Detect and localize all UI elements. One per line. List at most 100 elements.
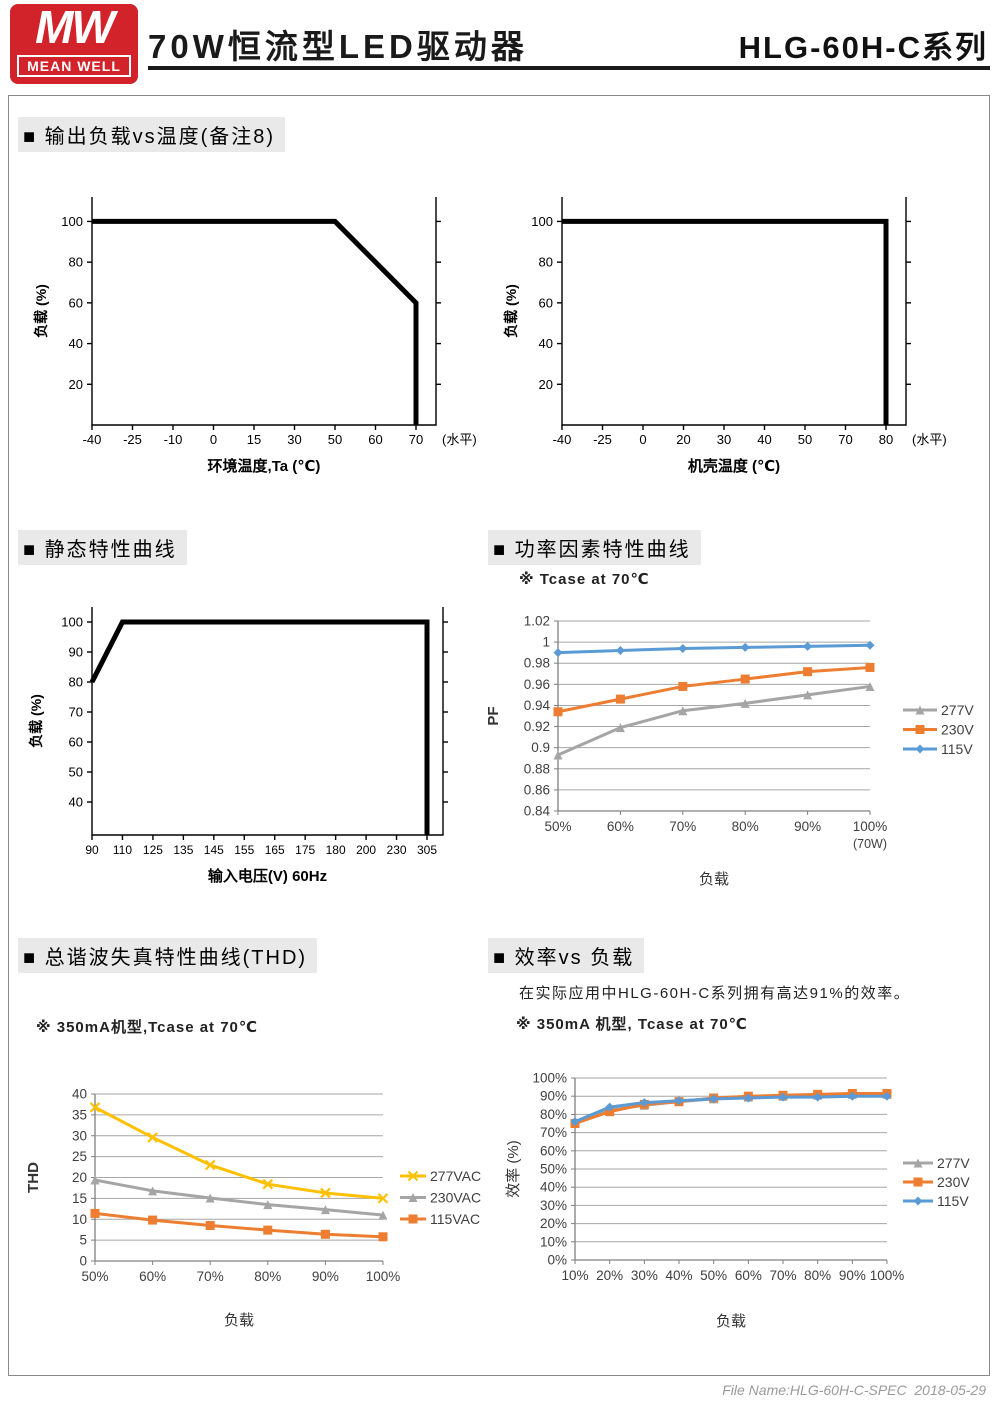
x-tick-label: 165 bbox=[265, 843, 285, 857]
x-tick-label: 50 bbox=[328, 432, 342, 447]
y-tick-label: 90% bbox=[540, 1089, 567, 1104]
y-tick-label: 100 bbox=[61, 615, 83, 630]
x-tick-label: 60% bbox=[607, 819, 634, 834]
series-marker-diamond bbox=[915, 744, 925, 754]
derating-curve bbox=[562, 218, 889, 425]
y-axis-label: PF bbox=[485, 706, 502, 725]
x-tick-label: 80% bbox=[804, 1268, 831, 1283]
series-marker-diamond bbox=[882, 1091, 892, 1101]
y-tick-label: 100 bbox=[531, 214, 553, 229]
y-tick-label: 40% bbox=[540, 1180, 567, 1195]
series-line-115V bbox=[556, 643, 872, 655]
x-tick-label: 20% bbox=[596, 1268, 623, 1283]
series-marker-diamond bbox=[913, 1196, 923, 1206]
legend-label: 115VAC bbox=[430, 1211, 480, 1227]
x-tick-label: 70 bbox=[409, 432, 423, 447]
x-axis-label: 输入电压(V) 60Hz bbox=[208, 867, 327, 885]
series-marker-square bbox=[678, 681, 688, 691]
y-tick-label: 0 bbox=[79, 1254, 87, 1269]
logo-mw-text: MW bbox=[35, 1, 115, 53]
x-tick-label: 90% bbox=[312, 1269, 339, 1284]
x-tick-label: 100% bbox=[870, 1268, 905, 1283]
eff-description: 在实际应用中HLG-60H-C系列拥有高达91%的效率。 bbox=[519, 985, 911, 1002]
series-marker-diamond bbox=[605, 1102, 615, 1112]
y-tick-label: 40 bbox=[72, 1087, 87, 1102]
x-tick-label: 70 bbox=[838, 432, 852, 447]
y-tick-label: 40 bbox=[69, 336, 83, 351]
series-marker-triangle bbox=[740, 698, 750, 708]
y-tick-label: 1.02 bbox=[524, 614, 550, 629]
section-title-thd: ■ 总谐波失真特性曲线(THD) bbox=[18, 938, 318, 973]
x-tick-label: -40 bbox=[553, 432, 572, 447]
y-tick-label: 20 bbox=[69, 377, 83, 392]
header-rule bbox=[148, 66, 990, 70]
y-tick-label: 1 bbox=[542, 635, 550, 650]
chart-power-factor: 0.84 0.86 0.88 0.9 0.92 0.94 0.96 0.98 1 1.02 50% 6… bbox=[485, 614, 974, 889]
series-marker-triangle bbox=[915, 705, 925, 715]
x-tick-label: 100% bbox=[366, 1269, 401, 1284]
legend-label: 230V bbox=[937, 1174, 970, 1190]
legend-label: 115V bbox=[941, 741, 973, 757]
x-tick-label: 30% bbox=[631, 1268, 658, 1283]
y-tick-label: 10% bbox=[540, 1234, 567, 1249]
y-tick-label: 20 bbox=[539, 377, 553, 392]
x-tick-label: 200 bbox=[356, 843, 376, 857]
series-marker-square bbox=[205, 1221, 215, 1231]
section-title-derating: ■ 输出负载vs温度(备注8) bbox=[18, 117, 286, 152]
pf-note: ※ Tcase at 70℃ bbox=[519, 571, 650, 588]
y-tick-label: 40 bbox=[69, 795, 83, 810]
x-axis-label: 负载 bbox=[716, 1313, 746, 1330]
x-tick-label: 0 bbox=[639, 432, 646, 447]
x-tick-label: 80% bbox=[732, 819, 759, 834]
series-marker-square bbox=[803, 667, 813, 677]
y-tick-label: 60% bbox=[540, 1143, 567, 1158]
series-marker-diamond bbox=[615, 646, 625, 656]
derating-curve bbox=[89, 619, 430, 835]
x-tick-label: 15 bbox=[247, 432, 261, 447]
series-marker-triangle bbox=[408, 1193, 418, 1202]
x-tick-label: 10% bbox=[561, 1268, 588, 1283]
series-marker-square bbox=[553, 707, 563, 717]
chart-thd: 0 5 10 15 20 25 30 35 40 50% 60% 70% 80% 90% 100% 277VA… bbox=[25, 1087, 481, 1330]
series-marker-triangle bbox=[148, 1186, 158, 1196]
y-axis-label: 效率 (%) bbox=[505, 1140, 522, 1198]
y-tick-label: 0.86 bbox=[524, 782, 550, 797]
series-marker-square bbox=[148, 1215, 158, 1225]
y-axis-label: 负载 (%) bbox=[503, 284, 519, 338]
y-axis-label: 负载 (%) bbox=[28, 694, 44, 748]
chart-ambient-derating: 20 40 60 80 100 -40 -25 -10 0 15 30 50 60 70 (水平) 环境温度,… bbox=[33, 197, 477, 475]
x-tick-label: 155 bbox=[234, 843, 254, 857]
y-tick-label: 0% bbox=[547, 1253, 567, 1268]
derating-curve bbox=[92, 218, 419, 425]
y-tick-label: 10 bbox=[72, 1212, 87, 1227]
series-marker-square bbox=[913, 1177, 923, 1187]
y-axis-label: 负载 (%) bbox=[33, 284, 49, 338]
series-marker-diamond bbox=[778, 1092, 788, 1102]
series-line-277VAC bbox=[93, 1105, 385, 1200]
y-tick-label: 90 bbox=[69, 645, 83, 660]
x-tick-label: 70% bbox=[669, 819, 696, 834]
y-tick-label: 80 bbox=[539, 255, 553, 270]
y-tick-label: 60 bbox=[69, 735, 83, 750]
section-title-eff: ■ 效率vs 负载 bbox=[488, 938, 645, 973]
x-tick-label: 30 bbox=[717, 432, 731, 447]
series-marker-triangle bbox=[913, 1158, 923, 1168]
series-marker-triangle bbox=[90, 1175, 100, 1185]
series-marker-triangle bbox=[263, 1200, 273, 1210]
x-tick-label: 60% bbox=[735, 1268, 762, 1283]
x-axis-label: 负载 bbox=[224, 1312, 254, 1329]
y-tick-label: 5 bbox=[79, 1233, 87, 1248]
series-marker-diamond bbox=[743, 1093, 753, 1103]
x-tick-label: 90 bbox=[85, 843, 99, 857]
legend-label: 230V bbox=[941, 722, 974, 738]
x-tick-label: 135 bbox=[173, 843, 193, 857]
series-marker-x bbox=[320, 1187, 331, 1199]
y-tick-label: 30 bbox=[72, 1128, 87, 1143]
x-last-note: (70W) bbox=[853, 837, 887, 851]
y-tick-label: 50 bbox=[69, 765, 83, 780]
x-tick-label: 50% bbox=[544, 819, 571, 834]
series-line-230VAC bbox=[93, 1178, 385, 1217]
series-marker-diamond bbox=[678, 643, 688, 653]
legend-label: 277VAC bbox=[430, 1168, 481, 1184]
thd-note: ※ 350mA机型,Tcase at 70℃ bbox=[36, 1019, 259, 1036]
